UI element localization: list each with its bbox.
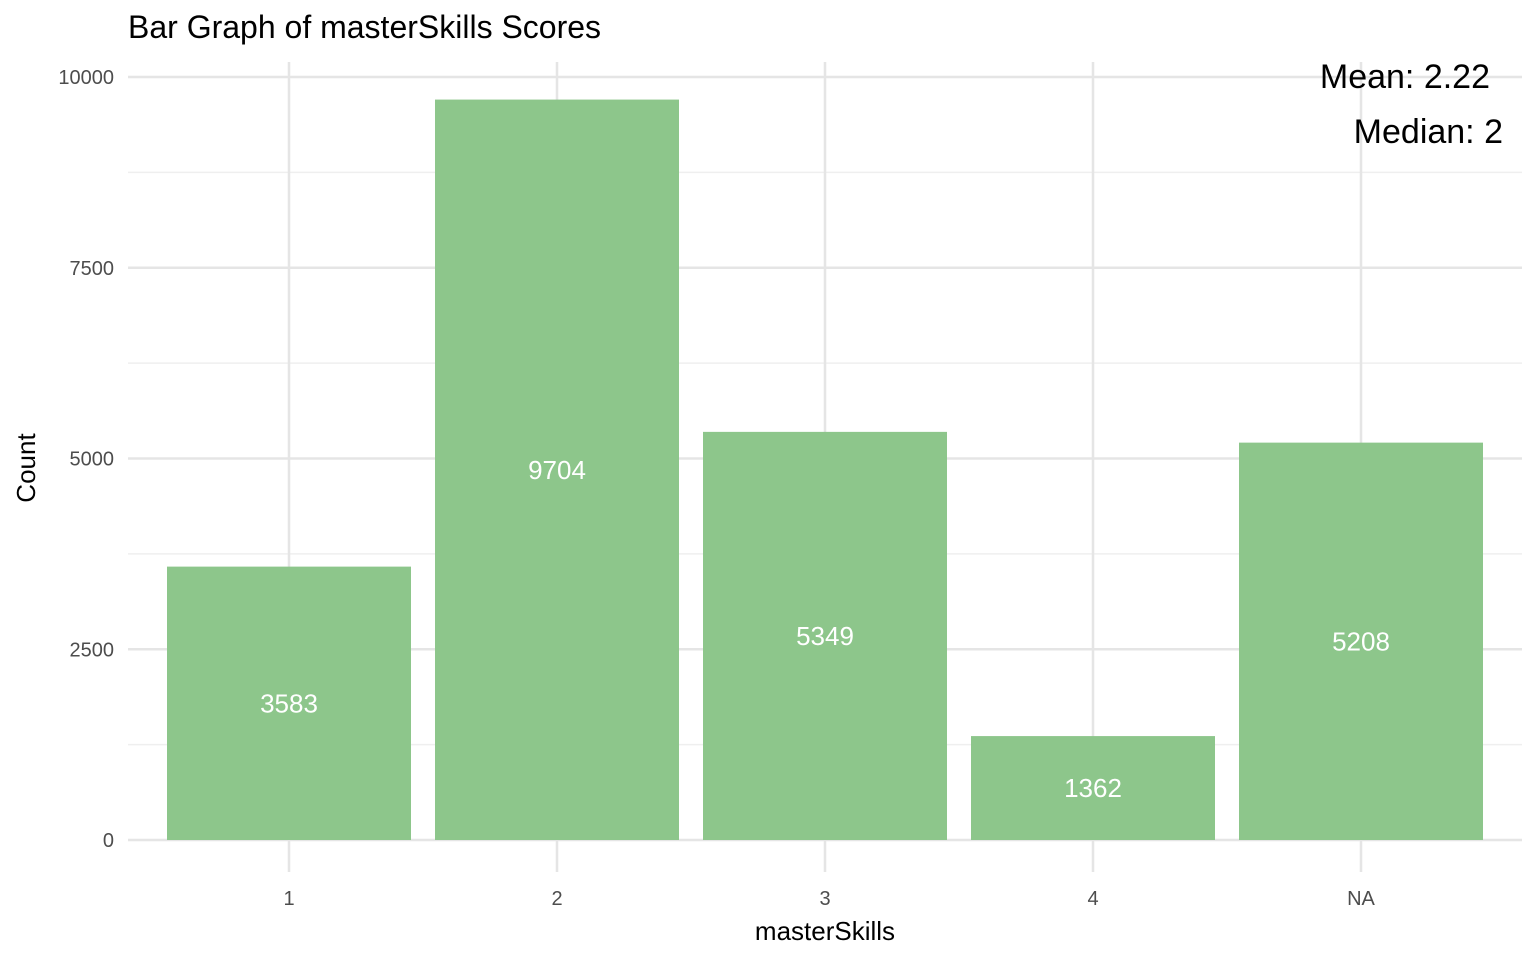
x-tick-label-1: 1: [283, 888, 294, 910]
bar-NA: [1239, 442, 1483, 840]
median-annotation: Median: 2: [1354, 113, 1503, 151]
bar-value-label-4: 1362: [1064, 773, 1122, 803]
bar-3: [703, 431, 947, 840]
y-tick-label-2500: 2500: [70, 639, 115, 661]
bar-1: [167, 566, 411, 840]
y-tick-label-5000: 5000: [70, 449, 115, 471]
bar-value-label-2: 9704: [528, 455, 586, 485]
y-tick-label-0: 0: [103, 830, 114, 852]
chart-title: Bar Graph of masterSkills Scores: [128, 9, 601, 45]
bar-2: [435, 99, 679, 841]
bar-value-labels: 3583 9704 5349 1362 5208: [260, 455, 1390, 803]
x-axis-tick-labels: 1 2 3 4 NA: [283, 888, 1375, 910]
x-tick-label-3: 3: [819, 888, 830, 910]
mean-annotation: Mean: 2.22: [1320, 58, 1490, 96]
x-axis-title: masterSkills: [755, 916, 895, 946]
y-tick-label-7500: 7500: [70, 258, 115, 280]
bar-value-label-1: 3583: [260, 688, 318, 718]
x-tick-label-NA: NA: [1347, 888, 1375, 910]
bar-value-label-NA: 5208: [1332, 626, 1390, 656]
bars: [167, 99, 1483, 841]
bar-4: [971, 736, 1215, 840]
x-tick-label-2: 2: [551, 888, 562, 910]
x-tick-label-4: 4: [1087, 888, 1098, 910]
y-tick-label-10000: 10000: [58, 67, 114, 89]
y-axis-title: Count: [11, 433, 41, 503]
y-axis-tick-labels: 0 2500 5000 7500 10000: [58, 67, 114, 852]
bar-value-label-3: 5349: [796, 621, 854, 651]
